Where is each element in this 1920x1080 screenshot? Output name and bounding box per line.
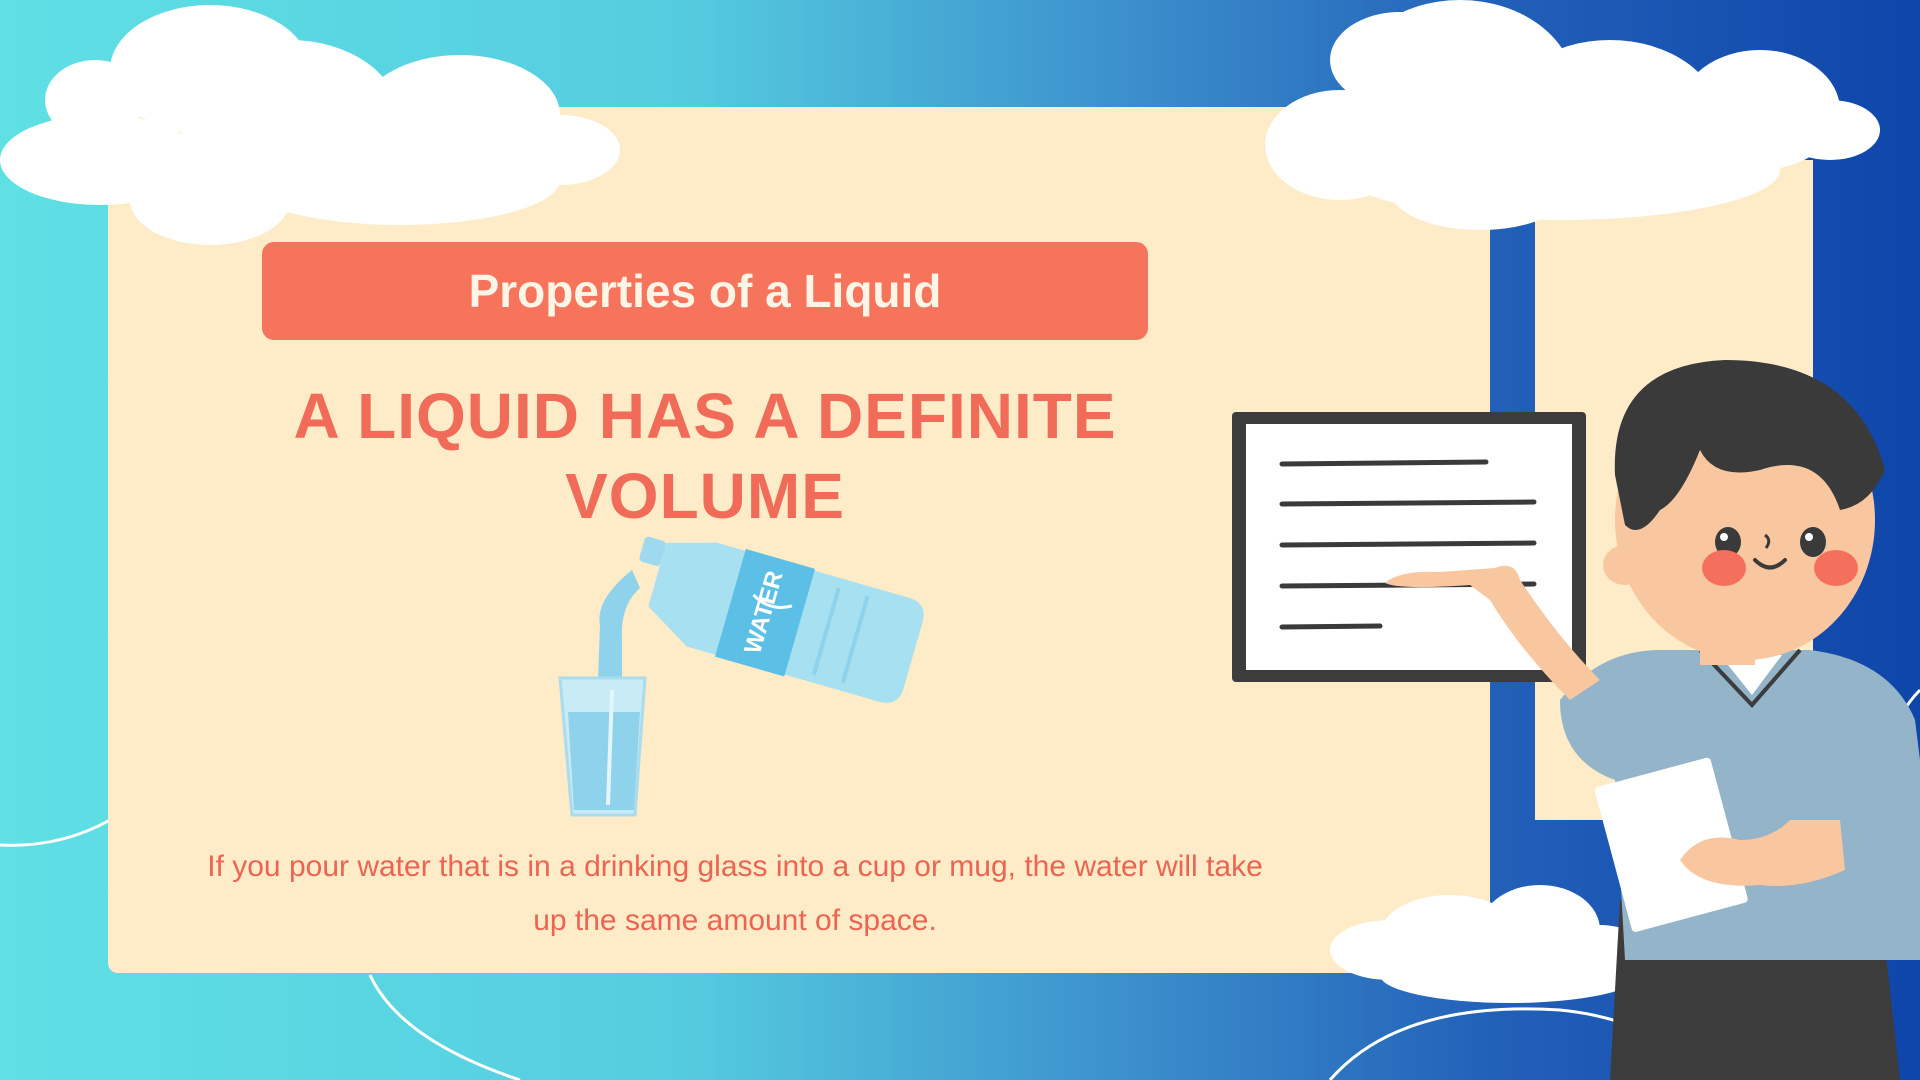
cloud-icon [1265,0,1880,230]
drinking-glass-icon [558,676,647,817]
water-bottle-icon: WATER [598,536,924,703]
section-tag: Properties of a Liquid [262,242,1148,340]
cloud-icon [0,5,620,245]
section-tag-label: Properties of a Liquid [468,265,942,317]
cloud-icon [1330,885,1650,1003]
teacher-character-icon [1385,360,1920,1080]
slide-description: If you pour water that is in a drinking … [207,850,1263,937]
slide-headline: A LIQUID HAS A DEFINITE VOLUME [293,380,1117,532]
